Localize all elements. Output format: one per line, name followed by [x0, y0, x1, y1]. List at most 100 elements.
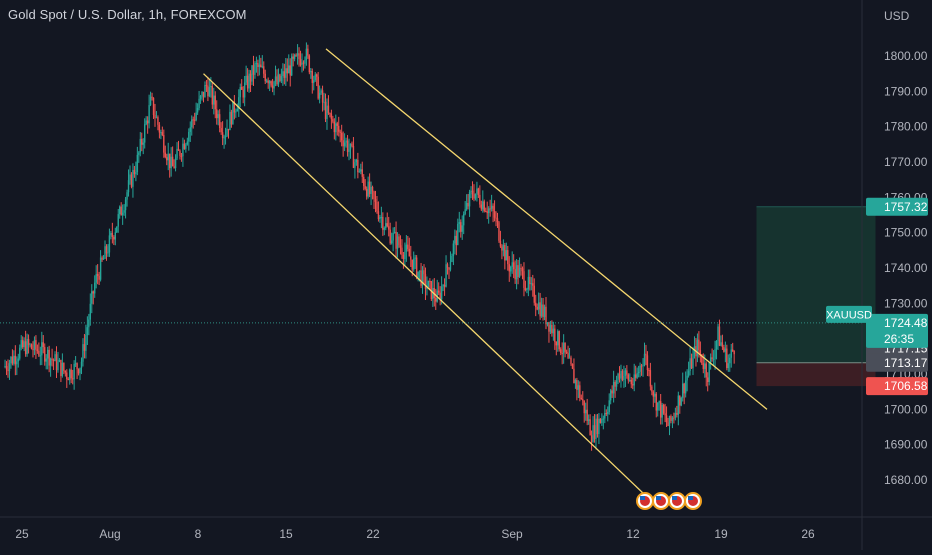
candle-body [709, 357, 712, 363]
candle-body [442, 284, 444, 287]
candle-body [371, 186, 374, 192]
candle-body [26, 338, 28, 355]
price-label-text: 1713.17 [884, 356, 928, 370]
candle-body [241, 87, 243, 90]
flag-canton [656, 496, 661, 500]
candle-body [308, 55, 311, 73]
candle-body [580, 397, 582, 400]
candle-body [439, 292, 441, 300]
candle-body [621, 371, 624, 380]
candle-body [668, 416, 671, 426]
candle-body [690, 358, 693, 369]
candle-body [468, 192, 471, 207]
candle-body [74, 363, 77, 365]
candle-body [180, 155, 183, 157]
candle-body [535, 302, 537, 307]
candle-body [364, 186, 366, 189]
candle-body [557, 331, 559, 346]
y-tick-label: 1750.00 [884, 226, 928, 240]
candle-body [590, 435, 593, 442]
candle-body [17, 358, 19, 362]
candle-body [213, 95, 215, 105]
symbol-tag-text: XAUUSD [826, 309, 872, 321]
candle-body [680, 397, 682, 406]
candle-body [492, 205, 494, 212]
candle-body [105, 246, 108, 254]
candle-body [29, 344, 31, 346]
candle-body [44, 347, 46, 362]
current-price-value: 1724.48 [884, 316, 928, 330]
candle-body [161, 132, 164, 136]
candle-body [602, 418, 605, 420]
candle-body [89, 303, 92, 320]
candle-body [171, 156, 174, 167]
y-tick-label: 1700.00 [884, 402, 928, 416]
candle-body [77, 369, 80, 374]
candle-body [657, 402, 659, 411]
candle-body [659, 401, 662, 418]
candle-body [424, 274, 427, 289]
candle-body [482, 201, 484, 210]
candle-body [404, 251, 406, 260]
candle-body [195, 112, 197, 121]
candle-body [670, 416, 672, 421]
candle-body [63, 362, 65, 371]
candle-body [164, 152, 166, 158]
candle-body [609, 390, 612, 401]
candle-body [110, 232, 112, 236]
candle-body [574, 380, 577, 384]
candle-body [276, 76, 278, 85]
candle-body [58, 359, 61, 362]
candle-body [390, 240, 393, 244]
candle-body [61, 362, 64, 376]
candle-body [490, 205, 493, 209]
candle-body [567, 353, 569, 358]
candle-body [41, 342, 43, 356]
candle-body [376, 201, 378, 212]
candle-body [679, 395, 681, 406]
candle-body [95, 274, 97, 283]
candle-body [537, 302, 540, 310]
candle-body [417, 271, 419, 278]
current-price-countdown: 26:35 [884, 332, 914, 346]
candle-body [721, 342, 724, 348]
flag-canton [672, 496, 677, 500]
candle-body [642, 364, 644, 366]
candle-body [607, 411, 609, 414]
candle-body [729, 357, 731, 364]
candle-body [226, 128, 228, 136]
candle-body [23, 341, 25, 348]
candle-body [102, 258, 105, 260]
candle-body [326, 105, 328, 119]
candle-body [104, 246, 106, 259]
candle-body [377, 211, 380, 220]
candle-body [702, 363, 704, 369]
candle-body [236, 109, 239, 112]
candle-body [32, 348, 34, 351]
candle-body [268, 81, 271, 84]
candle-body [361, 169, 363, 177]
candle-body [186, 141, 189, 145]
candle-body [540, 304, 543, 317]
candle-body [705, 363, 707, 378]
candle-body [60, 359, 62, 376]
candle-body [414, 257, 416, 259]
candle-body [80, 361, 83, 368]
candle-body [712, 358, 715, 360]
candle-body [605, 413, 607, 415]
candle-body [623, 375, 625, 380]
candle-body [66, 372, 68, 380]
candle-body [532, 283, 534, 286]
current-price-box [866, 313, 928, 348]
candle-body [407, 244, 409, 249]
x-tick-label: 8 [195, 527, 202, 541]
candle-body [332, 119, 334, 122]
candle-body [560, 349, 562, 353]
candle-body [698, 339, 700, 351]
candle-body [408, 248, 410, 257]
candle-body [292, 56, 294, 59]
candle-body [732, 349, 734, 352]
candle-body [224, 135, 227, 138]
